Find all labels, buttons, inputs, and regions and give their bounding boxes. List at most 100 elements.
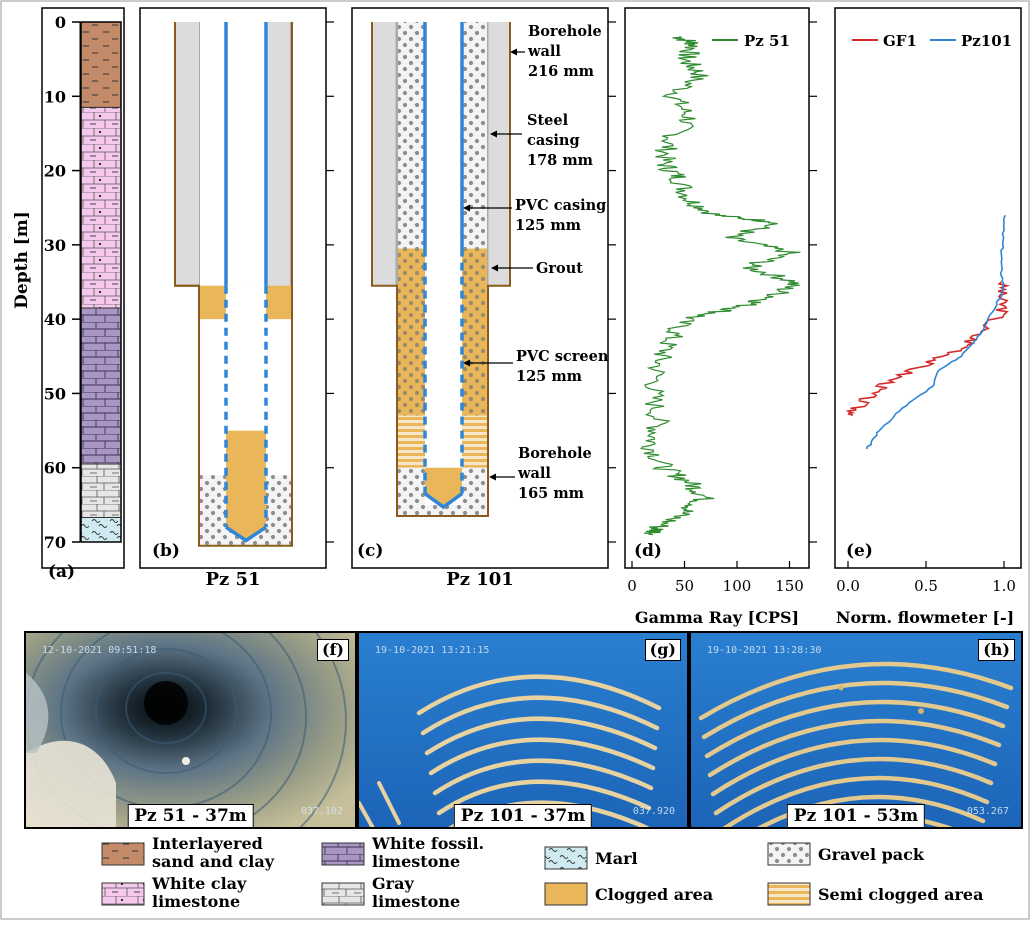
lithology-column [41,7,125,569]
screen-slot-arc [707,718,1002,778]
x-axis-label: Norm. flowmeter [-] [836,608,1014,627]
annotation-text: Borehole [528,23,602,40]
photo-g-pz101-37m: 19-10-2021 13:21:15 037.920 (g) Pz 101 -… [357,631,689,829]
panel-e-frame [834,7,1022,569]
panel-c-label: (c) [357,541,383,561]
legend-swatch-gray [321,882,365,906]
panel-c-frame [351,7,609,569]
legend-text-gray: Gray [372,874,414,893]
annotation-arrowhead [510,48,517,56]
screen-slot-arc [424,716,658,756]
x-tick-label: 150 [775,577,804,595]
annotation-arrowhead [490,130,497,138]
pvc-tip [423,492,464,510]
screen-slot-arc [704,699,1006,759]
photo-h-counter: 053.267 [966,806,1009,817]
legend-label-pz51: Pz 51 [744,32,790,50]
clogged-area [266,285,292,320]
screen-slot-arc [420,695,660,736]
annotation-text: casing [527,132,580,149]
legend-text-clay: limestone [152,892,240,911]
panel-c-well-pz101 [351,7,616,569]
legend-text-fossil: limestone [372,852,460,871]
depth-axis: 0 10 20 30 40 50 60 70 [44,13,81,552]
photo-h-label: (h) [978,639,1015,661]
depth-tick-label: 30 [44,236,66,255]
legend-text-gray: limestone [372,892,460,911]
photo-g-caption: Pz 101 - 37m [453,804,593,827]
grout [268,22,290,286]
photo-f-image [26,633,355,827]
depth-tick-label: 10 [44,87,66,106]
legend-swatch-marl [544,846,588,870]
screen-slot-arc [710,737,998,797]
gamma-ray-line [640,36,801,536]
panel-b-label: (b) [152,541,180,561]
x-tick-label: 0.0 [836,577,860,595]
litho-layer [80,463,122,518]
x-tick-label: 0.5 [914,577,938,595]
borehole-wall [371,22,511,517]
clogged-area [398,248,425,416]
screen-slot-arc [359,801,375,827]
photo-strip: 12-10-2021 09:51:18 037.102 (f) Pz 51 - … [24,631,1023,829]
legend-swatch-semiclog [767,882,811,906]
legend-text-clogged: Clogged area [595,885,713,904]
photo-g-label: (g) [644,639,681,661]
photo-g-image [359,633,687,827]
annotation-text: 165 mm [518,485,585,502]
annotation-arrowhead [463,204,470,212]
panel-d-gamma-ray: 0 50 100 150 Gamma Ray [CPS] (d) Pz 51 [624,7,817,627]
legend-swatch-clay [101,882,145,906]
legend-text-gravel: Gravel pack [818,845,925,864]
annotation-text: wall [527,43,561,60]
panel-b-caption: Pz 51 [205,569,260,590]
depth-tick-label: 40 [44,310,66,329]
inner-clogged-area [425,467,462,508]
photo-f-timestamp: 12-10-2021 09:51:18 [42,645,157,656]
depth-tick-label: 20 [44,162,66,181]
legend-label-pz101: Pz101 [961,32,1012,50]
panel-c-annotations: Borehole wall 216 mm Steel casing 178 mm PVC c… [463,23,609,502]
legend-swatch-gravel [767,842,811,866]
panel-d-frame [624,7,810,569]
panel-e-flowmeter: 0.0 0.5 1.0 Norm. flowmeter [-] (e) GF1 Pz101 [834,7,1022,627]
depth-tick-label: 50 [44,384,66,403]
annotation-arrowhead [491,264,498,272]
photo-f-pz51-37m: 12-10-2021 09:51:18 037.102 (f) Pz 51 - … [24,631,357,829]
litho-frame [80,21,122,543]
photo-f-counter: 037.102 [300,806,343,817]
photo-f-caption: Pz 51 - 37m [127,804,254,827]
litho-layer [80,21,122,108]
annotation-text: 216 mm [528,63,595,80]
annotation-text: Steel [527,112,569,129]
grout [175,22,199,286]
annotation-text: PVC casing [515,197,606,214]
screen-slot-arc [701,680,1010,740]
screen-slot-arc [713,756,994,816]
panel-a-frame [41,7,125,569]
screen-slot-arc [428,737,656,776]
gravel-pack [398,22,425,249]
annotation-arrowhead [489,473,496,481]
x-tick-label: 0 [627,577,637,595]
annotation-arrowhead [463,359,470,367]
screen-slot-arc [432,758,654,796]
photo-f-label: (f) [316,639,349,661]
legend-swatch-clogged [544,882,588,906]
screen-slot-arc [377,781,401,825]
clogged-area [462,248,487,416]
flowmeter-line-gf1 [845,281,1011,417]
litho-layer [80,516,122,543]
gravel-pack [462,22,487,249]
photo-h-image [691,633,1021,827]
annotation-text: 178 mm [527,152,594,169]
pvc-tip [225,525,267,543]
screen-slot-arc [722,775,990,827]
legend-swatch-fossil [321,842,365,866]
photo-h-timestamp: 19-10-2021 13:28:30 [707,645,822,656]
x-tick-label: 100 [723,577,752,595]
